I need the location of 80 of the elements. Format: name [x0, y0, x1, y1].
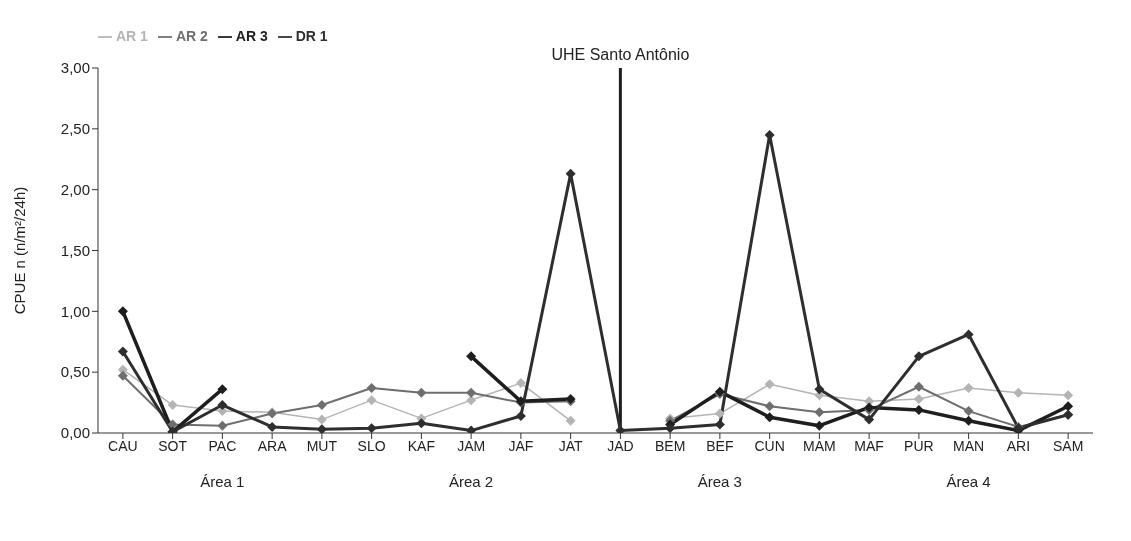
- point: [515, 378, 526, 389]
- y-tick-label: 0,00: [60, 424, 90, 442]
- point: [466, 351, 477, 362]
- point: [764, 401, 775, 412]
- point: [764, 379, 775, 390]
- x-tick-label: SAM: [1052, 437, 1084, 454]
- point: [913, 381, 924, 392]
- x-tick-label: KAF: [407, 437, 435, 454]
- point: [963, 329, 974, 340]
- x-tick-label: JAT: [558, 437, 583, 454]
- point: [366, 423, 377, 433]
- text: Área 1: [199, 473, 246, 490]
- x-tick-label: CUN: [754, 437, 785, 454]
- point: [366, 382, 377, 393]
- point: [1063, 401, 1074, 412]
- point: [416, 387, 427, 398]
- point: [963, 406, 974, 417]
- x-tick-label: MUT: [306, 437, 338, 454]
- point: [814, 407, 825, 418]
- x-tick-label: PUR: [904, 437, 934, 454]
- legend-label: AR 3: [235, 28, 268, 44]
- point: [316, 424, 327, 433]
- y-tick-label: 1,50: [60, 241, 90, 259]
- x-tick-label: JAF: [508, 437, 534, 454]
- text: Área 2: [448, 473, 495, 490]
- y-tick-label: 1,00: [60, 302, 90, 320]
- point: [316, 400, 327, 411]
- legend-label: AR 1: [116, 28, 148, 44]
- point: [963, 415, 974, 426]
- y-tick-label: 3,00: [60, 59, 90, 77]
- x-tick-label: SOT: [158, 437, 188, 454]
- point: [714, 419, 725, 430]
- point: [864, 414, 875, 425]
- x-tick-label: PAC: [208, 437, 237, 454]
- point: [466, 395, 477, 406]
- text: Área 3: [696, 473, 743, 490]
- y-axis-title: CPUE n (n/m²/24h): [11, 186, 29, 315]
- point: [117, 346, 128, 357]
- y-tick-label: 2,00: [60, 180, 90, 198]
- point: [764, 412, 775, 423]
- point: [913, 351, 924, 362]
- point: [217, 400, 228, 411]
- x-tick-label: BEM: [654, 437, 686, 454]
- y-tick-label: 2,50: [60, 120, 90, 138]
- x-tick-label: SLO: [357, 437, 386, 454]
- point: [565, 415, 576, 426]
- point: [764, 129, 775, 140]
- x-tick-label: MAM: [803, 437, 836, 454]
- ref-line-label: UHE Santo Antônio: [551, 46, 690, 63]
- point: [167, 400, 178, 411]
- legend-label: DR 1: [295, 28, 328, 44]
- point: [1013, 387, 1024, 398]
- x-tick-label: ARI: [1006, 437, 1031, 454]
- point: [366, 395, 377, 406]
- legend-label: AR 2: [175, 28, 208, 44]
- x-tick-label: BEF: [706, 437, 734, 454]
- x-tick-label: ARA: [257, 437, 288, 454]
- x-tick-label: MAF: [854, 437, 884, 454]
- point: [814, 384, 825, 395]
- x-tick-label: JAD: [607, 437, 634, 454]
- point: [217, 384, 228, 395]
- point: [466, 387, 477, 398]
- point: [515, 410, 526, 421]
- point: [665, 423, 676, 433]
- point: [316, 414, 327, 425]
- point: [714, 408, 725, 419]
- point: [466, 425, 477, 433]
- point: [416, 418, 427, 429]
- x-tick-label: JAM: [457, 437, 486, 454]
- point: [117, 370, 128, 381]
- x-tick-label: CAU: [108, 437, 138, 454]
- point: [913, 393, 924, 404]
- point: [814, 420, 825, 431]
- point: [963, 382, 974, 393]
- text: Área 4: [945, 473, 992, 490]
- point: [217, 420, 228, 431]
- y-tick-label: 0,50: [60, 363, 90, 381]
- point: [117, 306, 128, 317]
- point: [1063, 390, 1074, 401]
- x-tick-label: MAN: [953, 437, 985, 454]
